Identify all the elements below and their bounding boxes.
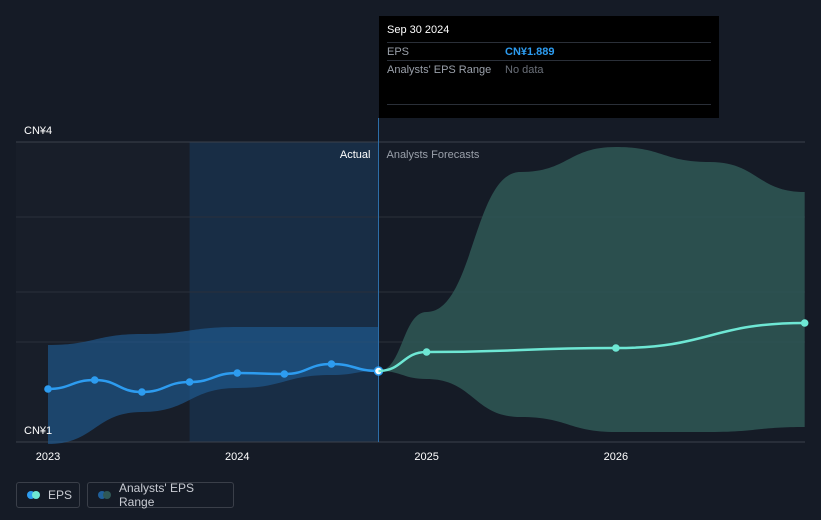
y-tick-label: CN¥4 [24,125,52,137]
eps-point [800,319,809,327]
eps-point [44,385,52,393]
eps-point [422,348,431,356]
x-tick-label: 2025 [414,451,438,463]
tooltip-eps-value: CN¥1.889 [505,45,555,58]
range-band-actual [48,327,379,444]
legend-range-toggle[interactable]: Analysts' EPS Range [87,481,234,509]
tooltip-divider [387,104,711,106]
actual-label: Actual [340,149,371,161]
eps-swatch-icon [27,491,40,499]
range-swatch-icon [98,491,111,499]
eps-point [138,388,146,396]
eps-point [280,370,289,378]
tooltip-date: Sep 30 2024 [387,24,450,36]
tooltip-row-range: Analysts' EPS Range No data [387,60,711,78]
legend-eps-label: EPS [48,488,73,502]
tooltip-row-eps: EPS CN¥1.889 [387,42,711,60]
legend-range-label: Analysts' EPS Range [119,481,194,509]
eps-point [612,344,620,352]
legend-eps-toggle[interactable]: EPS [16,482,80,508]
eps-line-actual [47,362,379,394]
range-band-forecast [378,147,805,432]
y-tick-label: CN¥1 [24,425,52,437]
tooltip-range-value: No data [505,63,544,76]
x-tick-label: 2023 [36,451,60,463]
tooltip-eps-label: EPS [387,45,410,58]
forecast-label: Analysts Forecasts [386,149,479,161]
x-tick-label: 2024 [225,451,249,463]
eps-point [90,376,99,384]
tooltip-range-label: Analysts' EPS Range [387,63,492,76]
x-tick-label: 2026 [604,451,628,463]
eps-point [327,360,336,368]
eps-point [233,369,242,377]
chart-tooltip: Sep 30 2024 EPS CN¥1.889 Analysts' EPS R… [379,16,719,118]
eps-line-forecast [378,321,805,373]
eps-point [185,378,194,386]
